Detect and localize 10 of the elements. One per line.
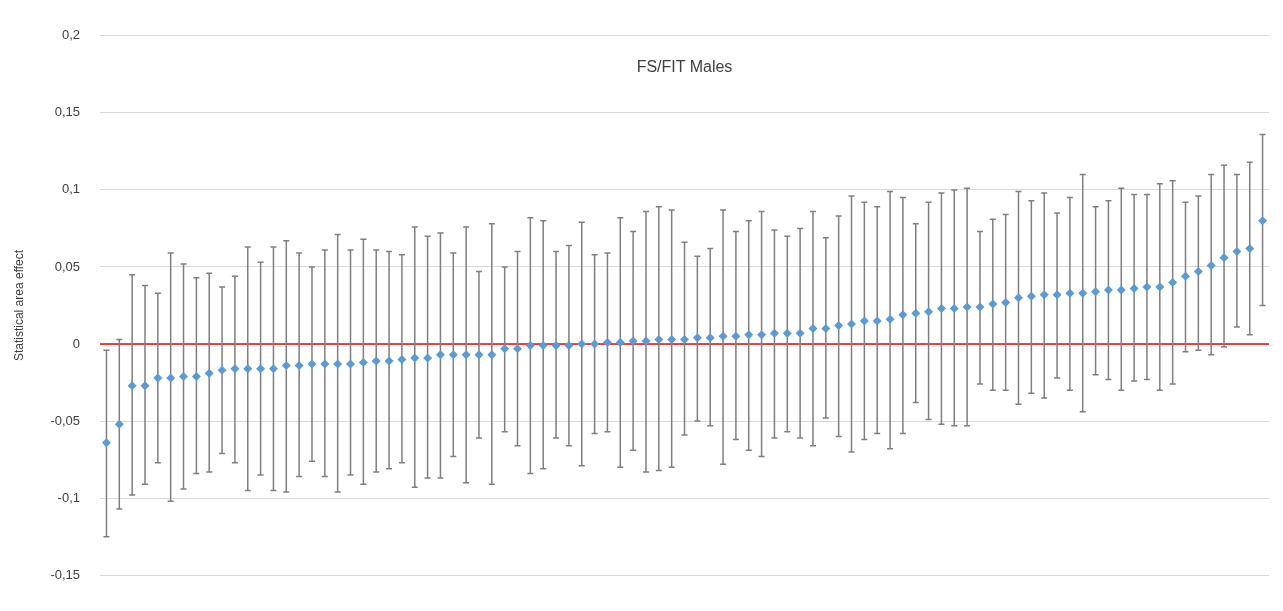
- y-tick-label: 0,15: [54, 104, 81, 120]
- y-tick-label: -0,15: [50, 566, 81, 582]
- text: FS/FIT Males: [636, 58, 733, 76]
- y-tick-label: 0,05: [54, 258, 81, 274]
- y-axis-title: Statistical area effect: [11, 249, 26, 362]
- y-tick-label: -0,1: [57, 489, 81, 505]
- y-tick-label: 0: [72, 335, 81, 351]
- y-tick-label: 0,2: [61, 27, 81, 43]
- y-tick-label: -0,05: [50, 412, 81, 428]
- y-tick-label: 0,1: [61, 181, 81, 197]
